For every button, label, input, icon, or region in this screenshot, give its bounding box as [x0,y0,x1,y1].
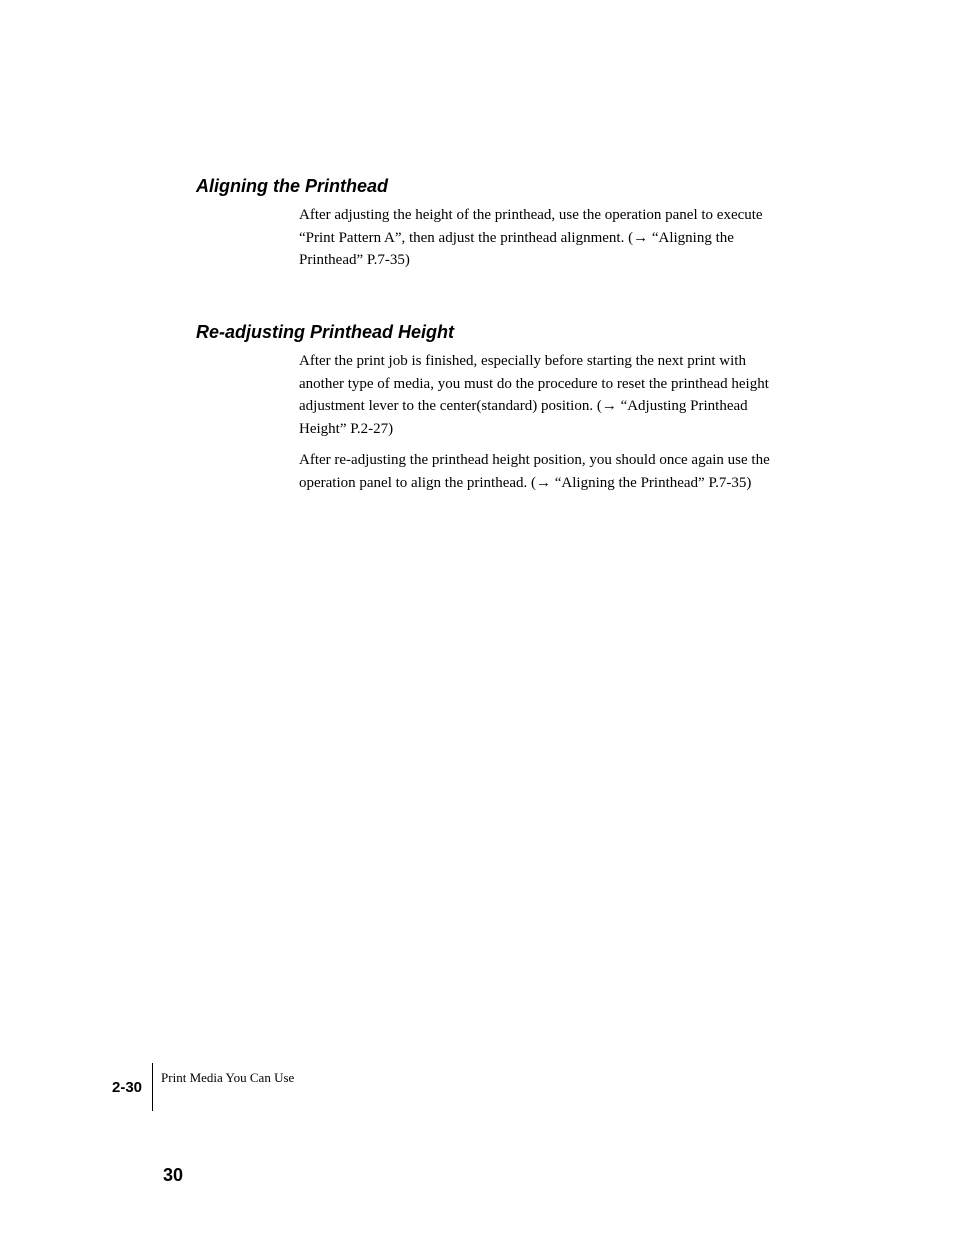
heading-readjusting-height: Re-adjusting Printhead Height [196,322,454,343]
paragraph-readjusting-2: After re-adjusting the printhead height … [299,449,789,494]
paragraph-aligning-1: After adjusting the height of the printh… [299,204,784,272]
footer-section-title: Print Media You Can Use [153,1070,294,1104]
page-number: 30 [163,1165,183,1186]
paragraph-readjusting-1: After the print job is finished, especia… [299,350,789,440]
heading-aligning-printhead: Aligning the Printhead [196,176,388,197]
page-footer: 2-30 Print Media You Can Use [112,1063,294,1111]
footer-chapter-page: 2-30 [112,1079,152,1096]
document-page: Aligning the Printhead After adjusting t… [0,0,954,1235]
